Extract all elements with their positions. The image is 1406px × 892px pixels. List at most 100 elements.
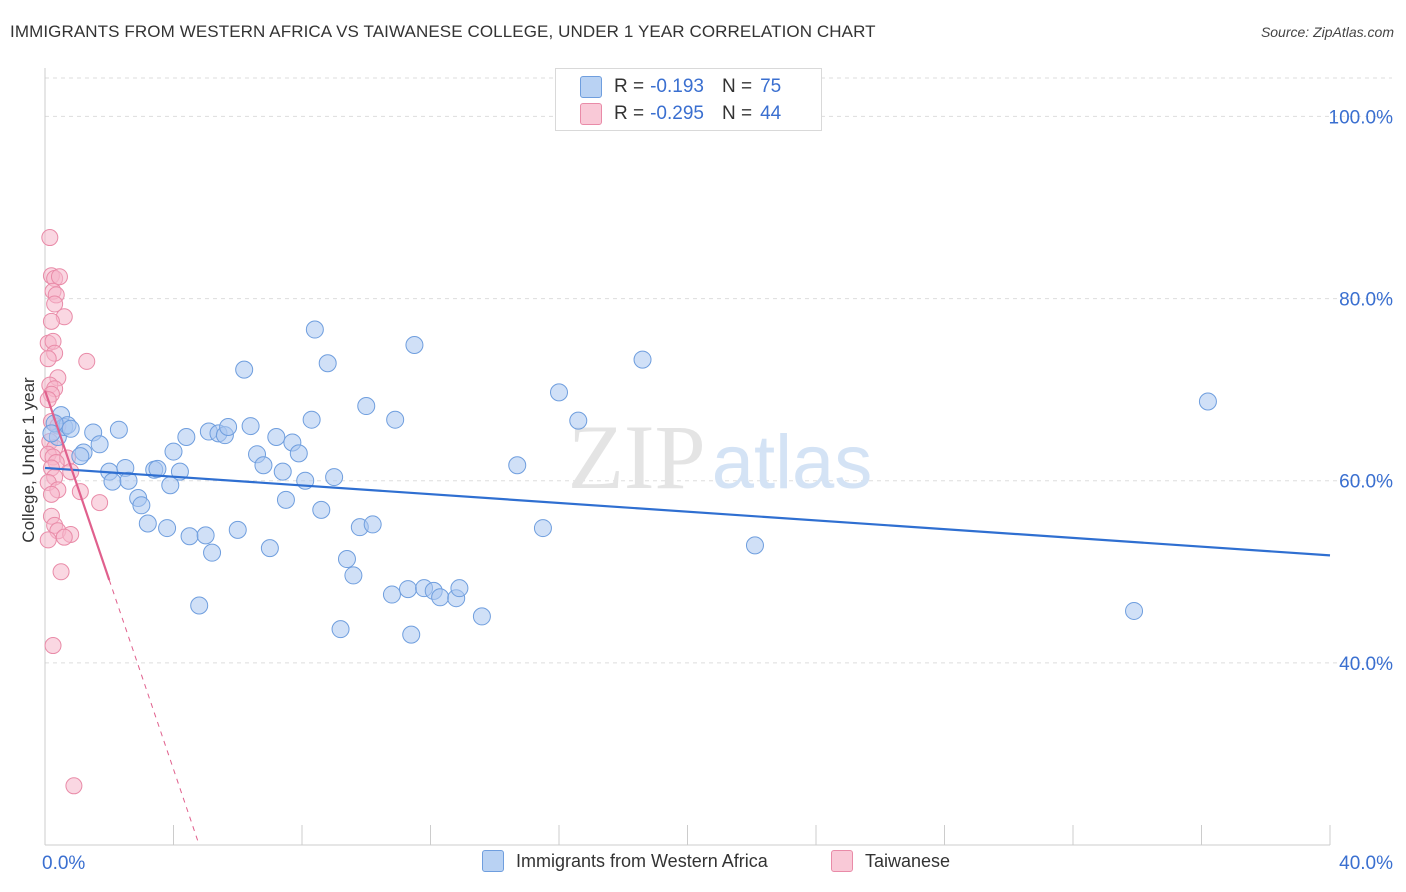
y-tick-label: 100.0% [1329,107,1394,128]
bottom-legend-swatch-pink [831,850,853,872]
data-point-western-africa [177,428,196,446]
chart-title: IMMIGRANTS FROM WESTERN AFRICA VS TAIWAN… [10,22,876,41]
bottom-legend-western-africa: Immigrants from Western Africa [482,850,768,872]
legend-r-label: R = [614,103,645,124]
x-tick-label-max: 40.0% [1339,853,1393,874]
trend-line-taiwanese-extension [108,579,200,846]
data-point-western-africa [382,585,401,604]
x-tick-label-min: 0.0% [42,853,85,874]
data-point-western-africa [450,579,469,598]
data-point-western-africa [219,417,238,436]
data-point-western-africa [508,456,527,475]
data-point-western-africa [61,419,80,438]
data-point-western-africa [190,596,209,615]
data-point-western-africa [273,462,292,481]
data-point-western-africa [235,360,254,379]
data-point-western-africa [357,397,376,416]
data-point-western-africa [180,527,199,546]
data-point-western-africa [405,336,424,355]
data-point-western-africa [276,490,295,509]
data-point-western-africa [318,354,337,373]
data-point-taiwanese [46,295,64,313]
data-point-western-africa [569,411,588,430]
y-axis-title: College, Under 1 year [19,377,38,543]
data-point-western-africa [402,625,421,644]
series-taiwanese [39,229,109,795]
legend-swatch-blue [580,76,602,98]
data-point-western-africa [241,417,260,436]
series-western-africa [42,320,1217,644]
data-point-western-africa [312,500,331,519]
data-point-western-africa [267,428,286,446]
legend-n-label: N = [721,76,753,97]
data-point-western-africa [71,447,90,466]
data-point-western-africa [138,514,157,533]
legend-swatch-pink [580,103,602,125]
legend-n-value: 44 [760,103,782,124]
data-point-western-africa [132,496,151,515]
bottom-legend-swatch-blue [482,850,504,872]
data-point-western-africa [331,620,350,639]
data-point-western-africa [533,519,552,538]
data-point-taiwanese [39,350,57,368]
data-point-western-africa [109,420,128,439]
data-point-western-africa [164,442,183,461]
data-point-taiwanese [91,494,109,512]
data-point-western-africa [203,543,222,562]
watermark-atlas: atlas [712,420,873,505]
data-point-western-africa [254,456,273,475]
data-point-taiwanese [41,229,59,247]
legend-row-western-africa: R = -0.193 N = 75 [580,74,781,100]
legend-r-value: -0.193 [650,76,704,97]
data-point-taiwanese [52,563,70,581]
data-point-western-africa [550,383,568,402]
data-point-taiwanese [55,528,73,546]
y-tick-label: 40.0% [1339,654,1393,675]
bottom-legend-taiwanese: Taiwanese [831,850,950,872]
tick-labels: 40.0% 60.0% 80.0% 100.0% 0.0% 40.0% [42,107,1393,874]
legend-row-taiwanese: R = -0.295 N = 44 [580,101,781,127]
bottom-legend-label: Taiwanese [865,850,951,871]
legend-n-label: N = [721,103,753,124]
data-point-western-africa [228,520,247,539]
data-point-taiwanese [39,531,57,549]
legend-r-label: R = [614,76,645,97]
watermark-zip: ZIP [568,406,706,508]
data-point-western-africa [90,435,109,454]
data-point-western-africa [158,519,177,538]
data-point-western-africa [431,588,450,607]
data-point-western-africa [103,472,122,491]
data-point-taiwanese [50,268,68,286]
data-point-western-africa [633,350,652,369]
data-point-western-africa [260,539,279,558]
data-point-western-africa [472,607,491,626]
data-point-western-africa [119,471,138,490]
trend-line-western-africa [44,466,1331,557]
y-tick-label: 80.0% [1339,290,1393,311]
data-point-western-africa [1125,601,1144,620]
data-point-western-africa [289,444,308,463]
legend-r-value: -0.295 [650,103,704,124]
data-point-western-africa [325,468,344,487]
data-point-taiwanese [44,637,62,655]
data-point-taiwanese [78,352,96,370]
data-point-western-africa [386,410,405,429]
source-credit: Source: ZipAtlas.com [1260,24,1394,40]
data-point-western-africa [745,536,764,555]
y-tick-label: 60.0% [1339,472,1393,493]
data-point-western-africa [337,550,356,569]
data-point-western-africa [305,320,324,339]
watermark: ZIPatlas [568,406,873,508]
data-point-taiwanese [42,312,60,330]
correlation-legend: R = -0.193 N = 75 R = -0.295 N = 44 [555,68,822,131]
data-point-western-africa [1198,392,1217,411]
data-point-western-africa [196,526,215,545]
data-point-western-africa [363,515,382,534]
data-point-taiwanese [42,485,60,503]
data-point-western-africa [399,580,418,599]
legend-n-value: 75 [760,76,782,97]
data-point-taiwanese [65,777,83,795]
trend-line-taiwanese [43,390,111,581]
bottom-legend-label: Immigrants from Western Africa [516,850,768,871]
